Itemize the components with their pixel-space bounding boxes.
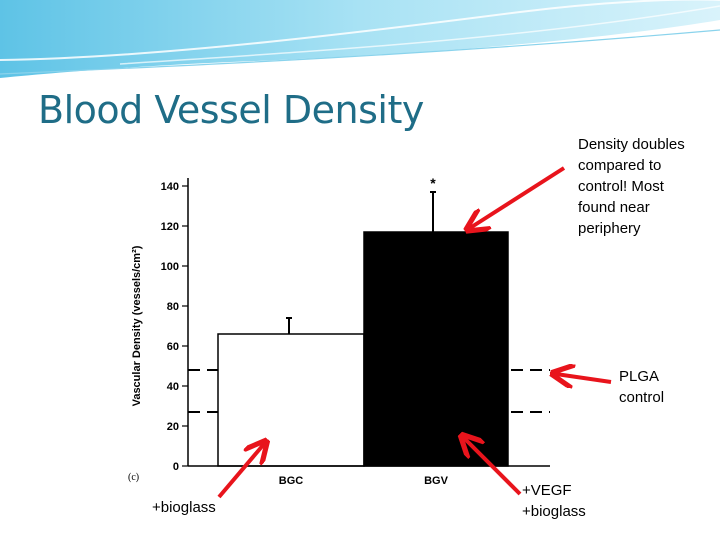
y-tick-label: 120: [161, 221, 179, 233]
y-tick-label: 100: [161, 261, 179, 273]
density-annotation: Density doubles compared to control! Mos…: [578, 134, 716, 239]
significance-marker: *: [430, 175, 436, 191]
y-tick-label: 40: [167, 381, 179, 393]
bgv-annotation-line: +VEGF: [522, 482, 572, 499]
density-annotation-line: control! Most: [578, 178, 664, 195]
bar: [217, 333, 365, 467]
y-tick-label: 20: [167, 421, 179, 433]
slide-title: Blood Vessel Density: [38, 88, 424, 132]
density-annotation-line: compared to: [578, 157, 662, 174]
plga-control-annotation: PLGA control: [619, 366, 709, 408]
plga-annotation-line: control: [619, 389, 665, 406]
y-tick-label: 0: [173, 461, 179, 473]
vascular-density-chart: BGC * BGV 0 20 40 60 80 100 120 140 Vascular Densit…: [120, 162, 560, 492]
panel-label: (c): [128, 472, 139, 483]
bgc-annotation: +bioglass: [152, 499, 216, 516]
bgv-annotation-line: +bioglass: [522, 503, 586, 520]
x-tick-label: BGV: [424, 475, 449, 487]
bgv-annotation: +VEGF +bioglass: [522, 480, 632, 522]
y-tick-label: 140: [161, 181, 179, 193]
plga-arrow: [556, 374, 612, 382]
density-annotation-line: periphery: [578, 220, 641, 237]
density-annotation-line: found near: [578, 199, 650, 216]
x-tick-label: BGC: [279, 475, 304, 487]
plga-annotation-line: PLGA: [619, 368, 660, 385]
header-wave-banner: [0, 0, 720, 78]
y-tick-label: 80: [167, 301, 179, 313]
density-annotation-line: Density doubles: [578, 136, 685, 153]
y-tick-label: 60: [167, 341, 179, 353]
bar: [363, 231, 509, 467]
y-axis-title: Vascular Density (vessels/cm²): [131, 245, 143, 406]
